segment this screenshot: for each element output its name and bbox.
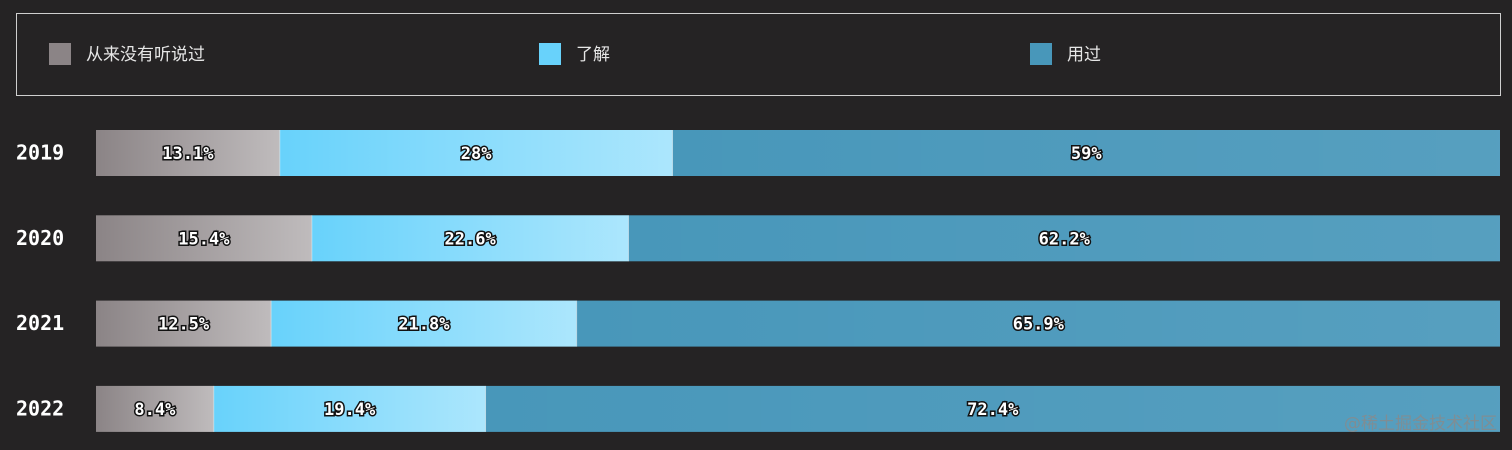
value-label: 72.4% [967, 400, 1019, 420]
bar-shine [96, 385, 214, 432]
bar-shine [628, 215, 1500, 262]
bar-shine [672, 130, 1500, 176]
bar-shine [213, 385, 486, 432]
legend-box [16, 13, 1501, 96]
legend-swatch [49, 43, 71, 65]
bar-shine [96, 130, 280, 176]
bar-shine [311, 215, 629, 262]
y-tick-label: 2022 [16, 396, 64, 420]
value-label: 65.9% [1013, 315, 1065, 335]
value-label: 22.6% [445, 229, 497, 249]
bar-shine [576, 300, 1500, 347]
value-label: 21.8% [398, 315, 450, 335]
value-label: 13.1% [162, 144, 214, 164]
value-label: 15.4% [178, 229, 230, 249]
bar-shine [96, 215, 312, 262]
value-label: 28% [461, 144, 492, 164]
watermark: @稀土掘金技术社区 [1344, 414, 1497, 434]
value-label: 8.4% [134, 400, 176, 420]
bar-shine [271, 300, 577, 347]
legend-label: 用过 [1067, 45, 1101, 65]
legend-swatch [539, 43, 561, 65]
y-tick-label: 2020 [16, 226, 64, 250]
y-tick-label: 2021 [16, 311, 64, 335]
legend-label: 从来没有听说过 [86, 45, 205, 65]
legend-label: 了解 [576, 45, 610, 65]
value-label: 19.4% [324, 400, 376, 420]
bar-shine [279, 130, 673, 176]
bar-shine [485, 385, 1500, 432]
bar-shine [96, 300, 272, 347]
y-tick-label: 2019 [16, 141, 64, 165]
legend-swatch [1030, 43, 1052, 65]
value-label: 12.5% [158, 315, 210, 335]
value-label: 62.2% [1039, 229, 1091, 249]
value-label: 59% [1071, 144, 1102, 164]
